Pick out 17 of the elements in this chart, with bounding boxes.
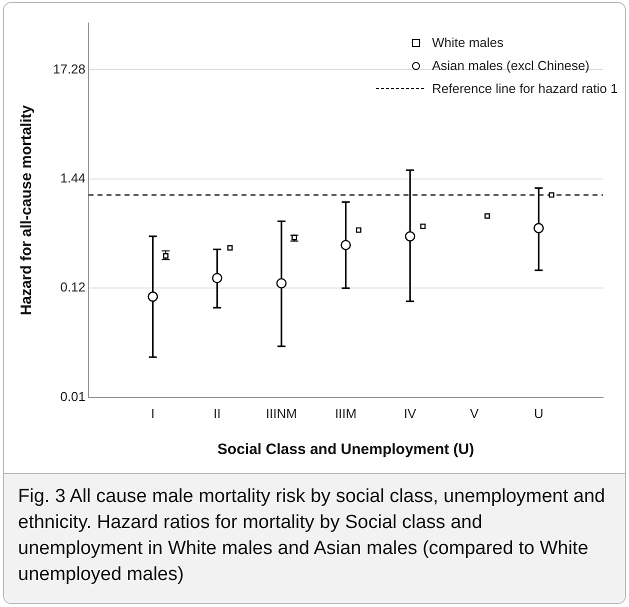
x-tick-label: IIIM bbox=[334, 406, 357, 421]
y-tick-label: 1.44 bbox=[60, 170, 86, 186]
caption: Fig. 3 All cause male mortality risk by social class, unemployment and ethnicity. Hazard ratios for mortality by Social class and unemployment in White males and Asian males (compared to White unemployed males) bbox=[18, 485, 606, 587]
y-tick-label: 17.28 bbox=[52, 61, 86, 76]
y-axis-title: Hazard for all-cause mortality bbox=[18, 104, 36, 316]
x-tick-label: I bbox=[151, 406, 155, 421]
x-tick-label: IIINM bbox=[266, 406, 297, 421]
legend-label: Reference line for hazard ratio 1 bbox=[432, 81, 618, 96]
legend-label: Asian males (excl Chinese) bbox=[432, 58, 590, 73]
x-tick-label: IV bbox=[404, 406, 417, 421]
y-tick-label: 0.12 bbox=[60, 280, 86, 295]
y-tick-label: 0.01 bbox=[60, 388, 86, 404]
legend-label: White males bbox=[432, 35, 504, 50]
x-tick-label: U bbox=[534, 406, 544, 421]
x-tick-label: V bbox=[470, 406, 480, 421]
x-axis-title: Social Class and Unemployment (U) bbox=[217, 441, 474, 458]
x-tick-label: II bbox=[214, 406, 221, 421]
